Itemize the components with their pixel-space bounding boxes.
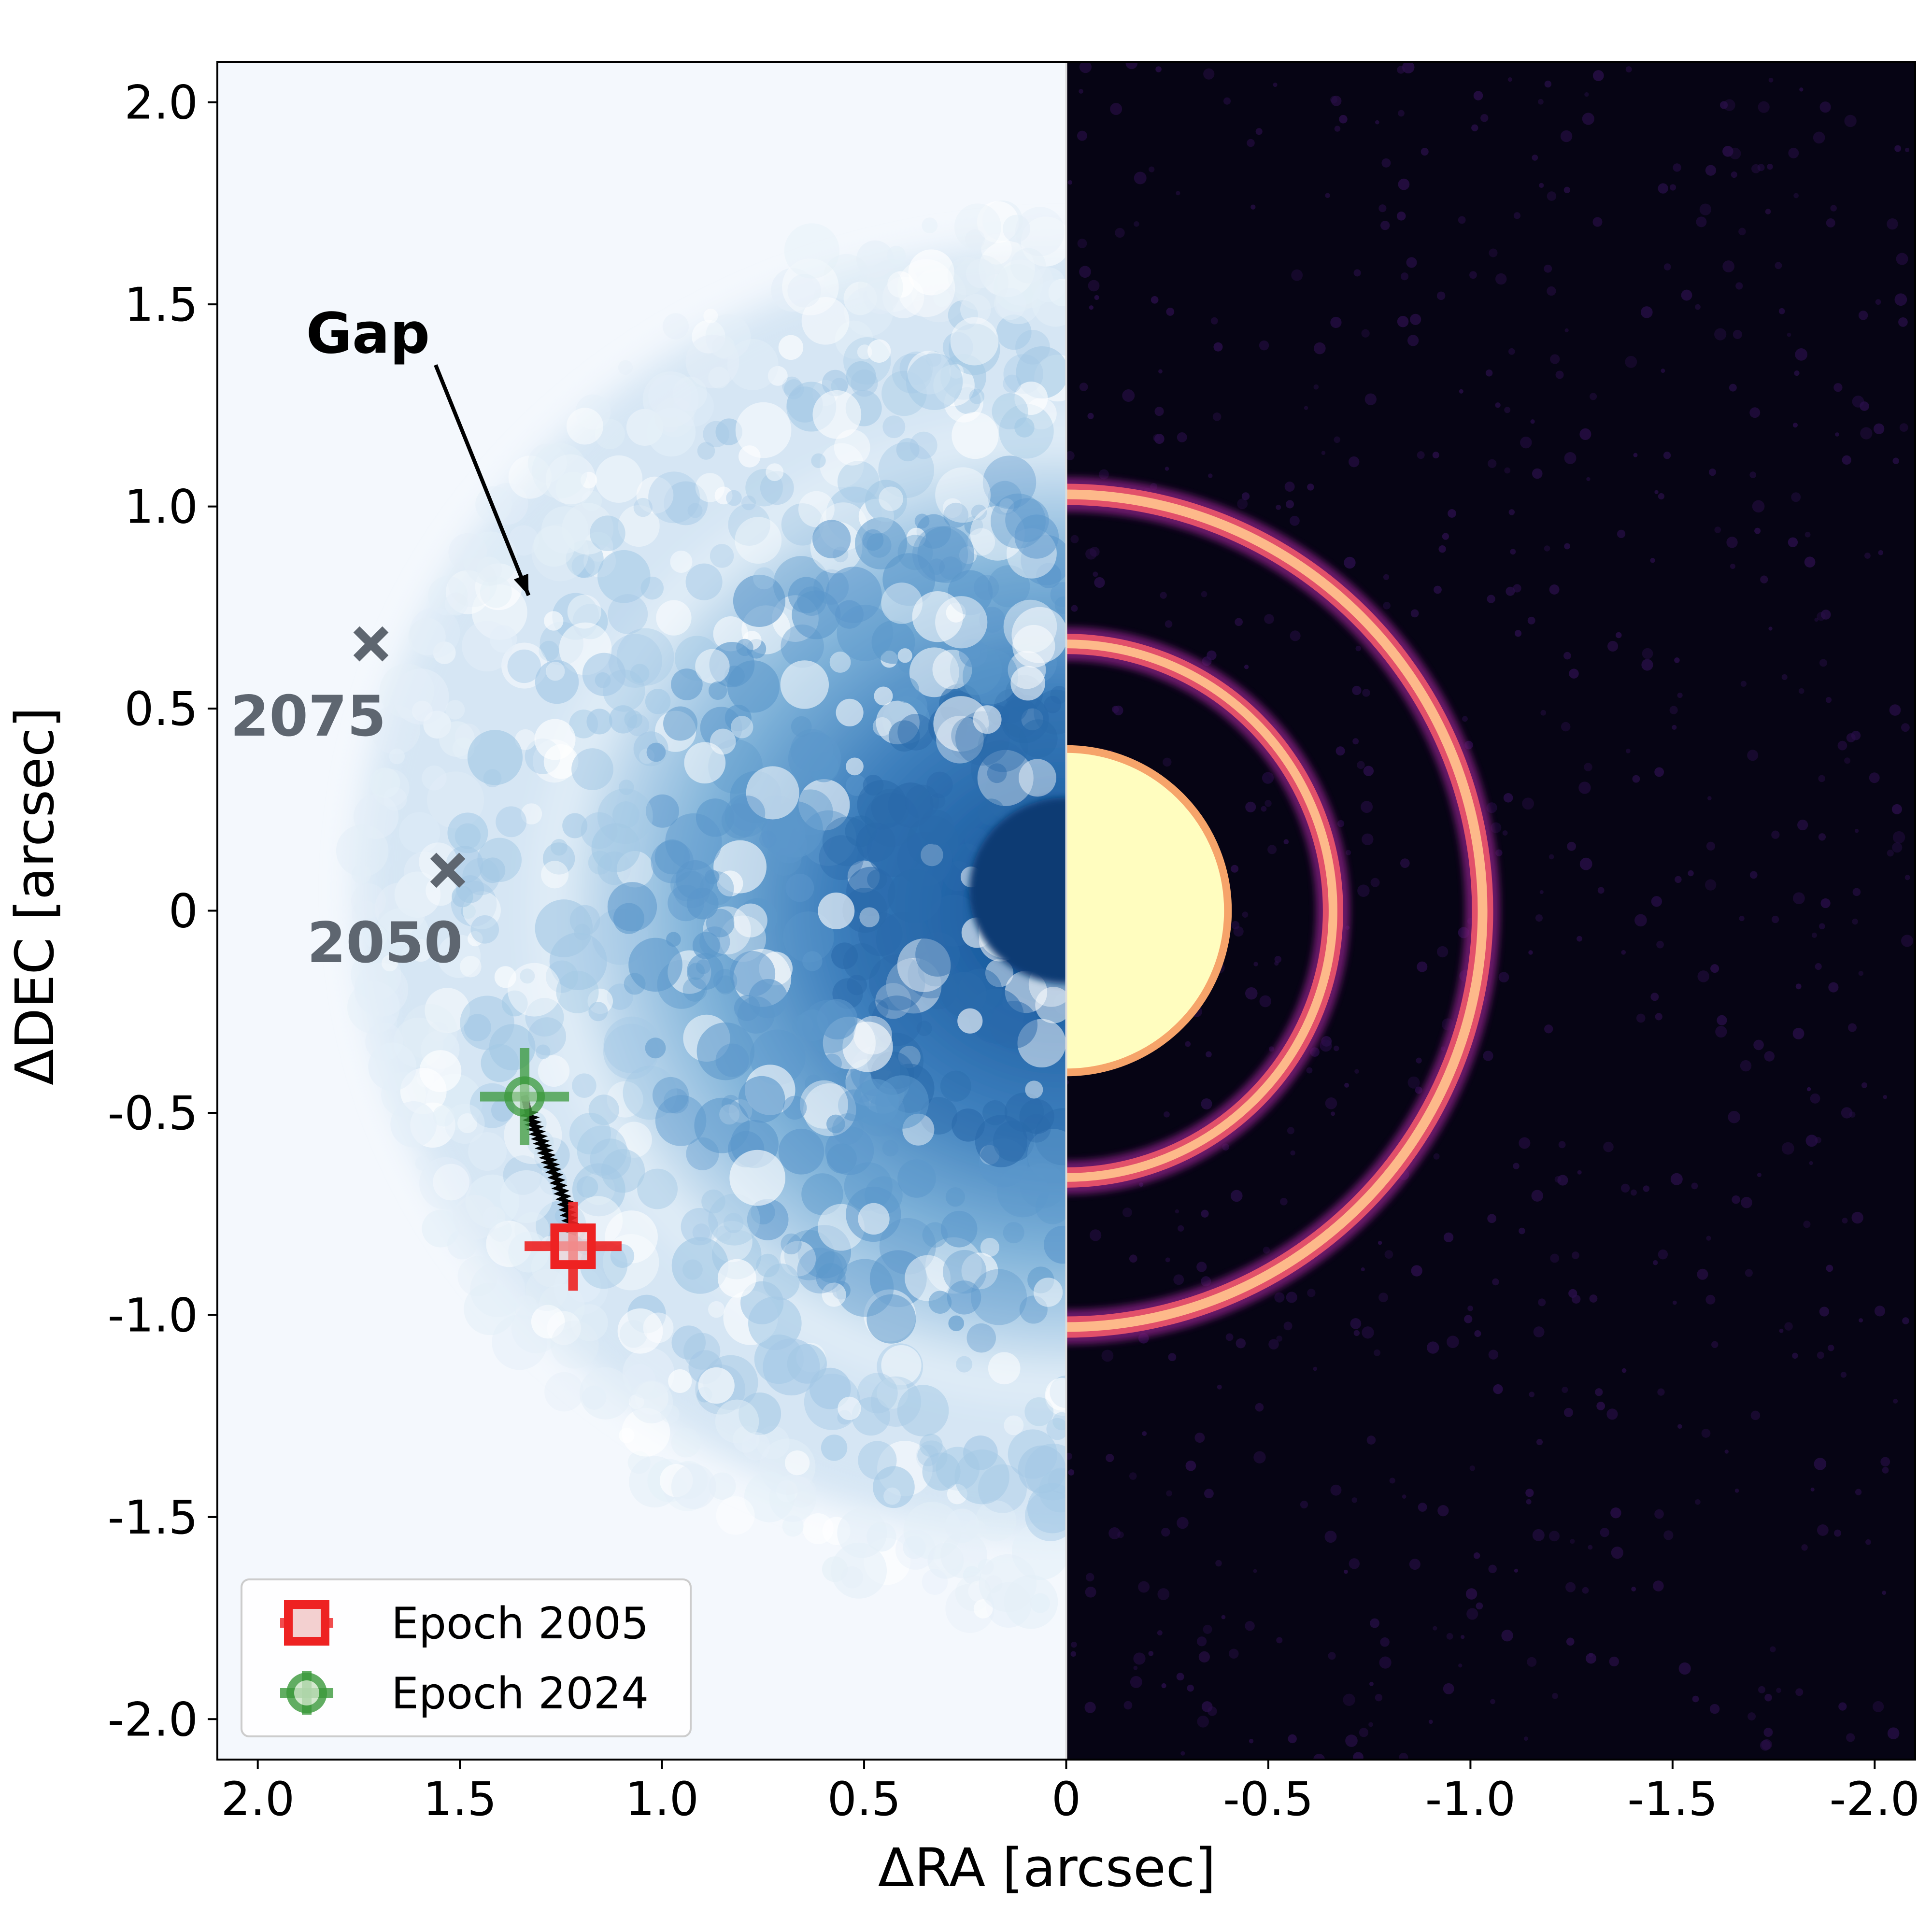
legend-circle-marker: [286, 1673, 327, 1713]
x-tick-label: -1.5: [1627, 1772, 1718, 1826]
legend: Epoch 2005 Epoch 2024: [241, 1578, 692, 1737]
y-tick-label: 1.5: [124, 278, 198, 332]
y-tick-label: 0.5: [124, 682, 198, 736]
y-tick-label: -2.0: [108, 1692, 198, 1747]
dust-image-panel: [217, 62, 1066, 1760]
y-tick-label: 0: [169, 884, 198, 938]
y-tick-label: 1.0: [124, 480, 198, 534]
y-tick-label: -1.5: [108, 1491, 198, 1545]
axes: 2.0 1.5 1.0 0.5 0 -0.5 -1.0 -1.5 -2.0 2.0 1.5 1.0 0.…: [4, 61, 1920, 1899]
x-tick-label: 0.5: [827, 1772, 901, 1826]
legend-label: Epoch 2024: [391, 1668, 649, 1719]
x-tick-label: 2.0: [221, 1772, 295, 1826]
circle-marker: [504, 1076, 545, 1117]
gap-arrow: [434, 364, 531, 597]
gap-label: Gap: [306, 301, 430, 367]
legend-box: [241, 1578, 692, 1737]
x-tick-label: 1.5: [423, 1772, 497, 1826]
gap-arrow-head: [513, 573, 529, 596]
x-tick-label: -2.0: [1830, 1772, 1920, 1826]
legend-square-marker: [284, 1600, 329, 1646]
x-tick-label: -0.5: [1223, 1772, 1313, 1826]
x-tick-label: -1.0: [1425, 1772, 1516, 1826]
legend-label: Epoch 2005: [391, 1598, 649, 1649]
x-tick-label: 1.0: [625, 1772, 699, 1826]
legend-entry-epoch-2005: Epoch 2005: [280, 1598, 649, 1649]
predicted-position-2075: [353, 626, 389, 662]
y-tick-label: 2.0: [124, 76, 198, 130]
y-tick-label: -0.5: [108, 1086, 198, 1140]
predicted-label-2075: 2075: [230, 684, 386, 749]
predicted-label-2050: 2050: [307, 910, 463, 976]
x-axis-label: ΔRA [arcsec]: [878, 1837, 1216, 1899]
ring-model-panel: [1066, 62, 1915, 1760]
data-point-epoch-2024: [480, 1048, 569, 1145]
legend-entry-epoch-2024: Epoch 2024: [280, 1668, 649, 1719]
y-tick-label: -1.0: [108, 1288, 198, 1342]
x-tick-label: 0: [1051, 1772, 1081, 1826]
data-point-epoch-2005: [525, 1202, 622, 1291]
square-marker: [550, 1223, 596, 1269]
markers-layer: Gap 2050 2075: [230, 301, 622, 1291]
y-axis-label: ΔDEC [arcsec]: [4, 707, 66, 1085]
predicted-position-2050: [430, 852, 466, 888]
